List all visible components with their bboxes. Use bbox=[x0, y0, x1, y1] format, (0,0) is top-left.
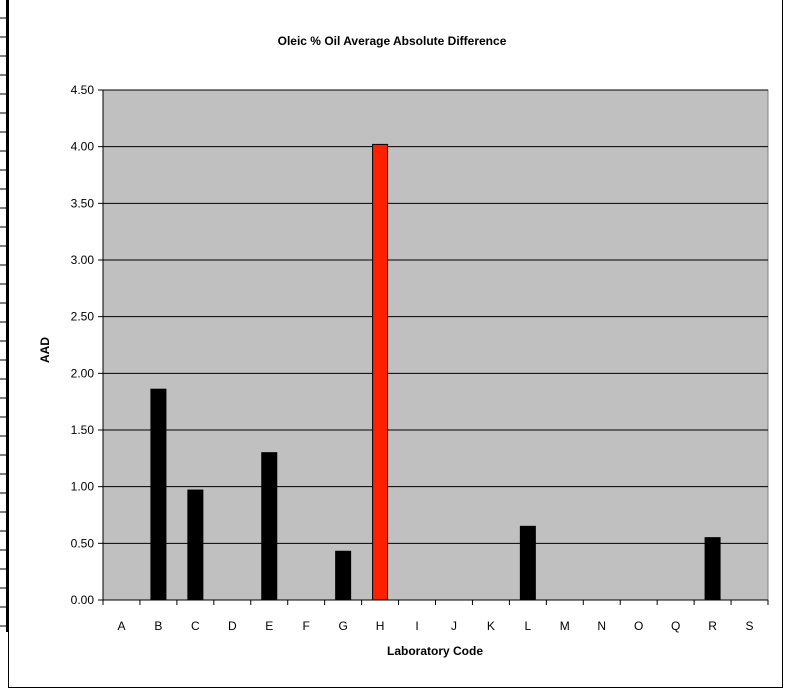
x-tick-label: B bbox=[154, 619, 162, 633]
y-tick-label: 3.50 bbox=[71, 196, 95, 210]
x-tick-label: S bbox=[746, 619, 754, 633]
x-tick-label: A bbox=[117, 619, 125, 633]
y-tick-label: 2.00 bbox=[71, 366, 95, 380]
x-tick-label: I bbox=[415, 619, 418, 633]
x-tick-label: L bbox=[525, 619, 532, 633]
bar-E bbox=[261, 452, 278, 601]
bar-B bbox=[150, 388, 167, 601]
y-tick-label: 3.00 bbox=[71, 253, 95, 267]
x-tick-label: R bbox=[708, 619, 717, 633]
x-axis-label: Laboratory Code bbox=[387, 644, 483, 658]
y-tick-label: 4.50 bbox=[71, 83, 95, 97]
bar-H bbox=[372, 143, 389, 601]
chart-title: Oleic % Oil Average Absolute Difference bbox=[278, 34, 507, 48]
bar-G bbox=[335, 550, 352, 601]
x-tick-label: N bbox=[597, 619, 606, 633]
x-tick-label: J bbox=[451, 619, 457, 633]
x-tick-label: O bbox=[634, 619, 643, 633]
y-axis-label: AAD bbox=[38, 337, 52, 363]
x-tick-label: E bbox=[265, 619, 273, 633]
x-tick-label: F bbox=[303, 619, 310, 633]
x-tick-label: H bbox=[376, 619, 385, 633]
y-tick-label: 2.50 bbox=[71, 310, 95, 324]
y-tick-label: 1.00 bbox=[71, 480, 95, 494]
y-tick-label: 4.00 bbox=[71, 140, 95, 154]
left-edge-table-lines bbox=[0, 0, 8, 632]
chart-frame: Oleic % Oil Average Absolute Difference … bbox=[8, 0, 783, 688]
x-tick-label: D bbox=[228, 619, 237, 633]
y-tick-label: 0.50 bbox=[71, 536, 95, 550]
x-tick-label: K bbox=[487, 619, 495, 633]
bar-R bbox=[704, 537, 721, 601]
y-tick-label: 0.00 bbox=[71, 593, 95, 607]
y-tick-label: 1.50 bbox=[71, 423, 95, 437]
bar-chart: Oleic % Oil Average Absolute Difference … bbox=[38, 34, 769, 658]
bar-C bbox=[187, 489, 204, 601]
x-tick-label: M bbox=[560, 619, 570, 633]
x-tick-label: C bbox=[191, 619, 200, 633]
x-tick-label: Q bbox=[671, 619, 680, 633]
x-tick-label: G bbox=[338, 619, 347, 633]
bar-L bbox=[519, 525, 536, 601]
